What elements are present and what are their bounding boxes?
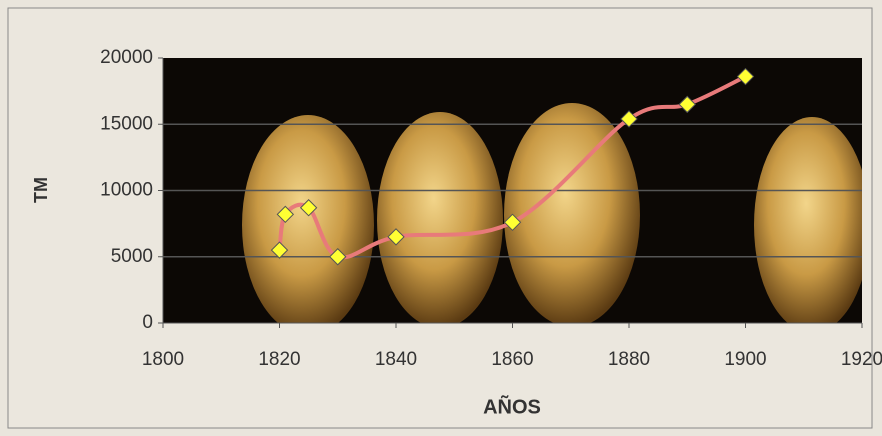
- y-tick-label: 0: [142, 312, 153, 333]
- x-tick-label: 1820: [258, 349, 300, 370]
- x-tick-label: 1880: [608, 349, 650, 370]
- x-tick-label: 1860: [491, 349, 533, 370]
- marker: [329, 248, 347, 266]
- y-tick-label: 10000: [100, 180, 153, 201]
- x-tick-label: 1800: [142, 349, 184, 370]
- x-tick-label: 1920: [841, 349, 882, 370]
- x-tick-label: 1840: [375, 349, 417, 370]
- plot-background: [163, 58, 862, 323]
- marker: [503, 213, 522, 232]
- y-tick-label: 5000: [111, 246, 153, 267]
- x-axis-title: AÑOS: [483, 395, 541, 418]
- marker: [276, 205, 295, 224]
- marker: [620, 110, 638, 128]
- marker: [299, 199, 318, 217]
- marker: [678, 95, 696, 114]
- series-line: [277, 74, 747, 260]
- marker: [736, 67, 755, 86]
- y-tick-label: 15000: [100, 113, 153, 134]
- y-axis-title: TM: [31, 177, 51, 203]
- x-tick-label: 1900: [724, 349, 766, 370]
- marker: [387, 228, 405, 246]
- marker: [270, 241, 289, 259]
- y-tick-label: 20000: [100, 47, 153, 68]
